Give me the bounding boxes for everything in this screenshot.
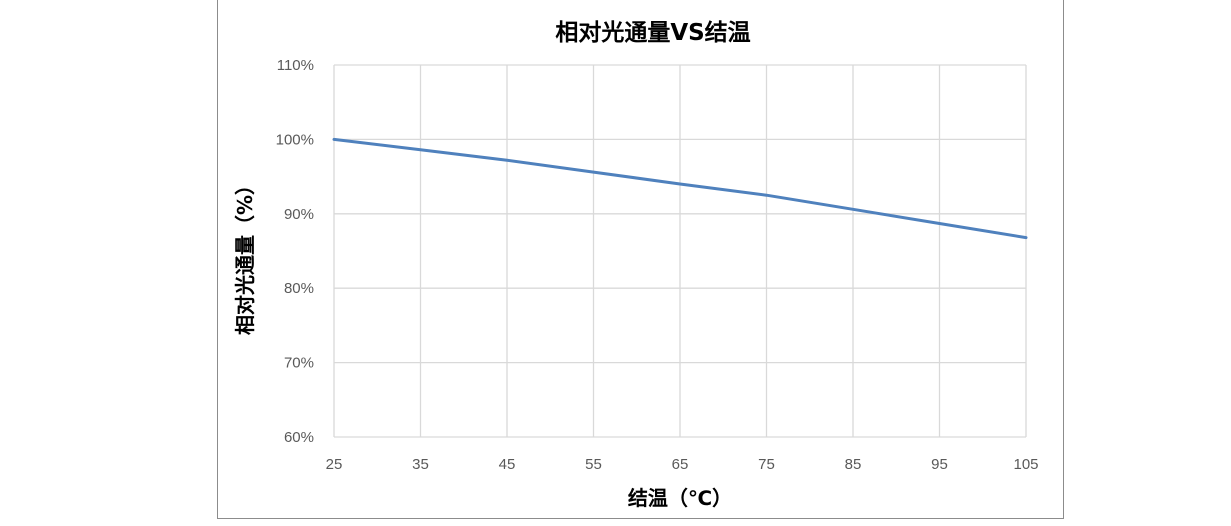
x-tick-label: 35 [412, 456, 429, 473]
chart-title: 相对光通量VS结温 [555, 20, 750, 46]
x-tick-label: 65 [672, 456, 689, 473]
series-line [332, 137, 1028, 240]
x-tick-label: 85 [845, 456, 862, 473]
chart-frame [217, 0, 1064, 519]
y-tick-label: 60% [284, 429, 314, 446]
tick-layer: 60% 70% 80% 90% 100% 110% 25 35 45 55 65 75 85 95 105 [276, 57, 1039, 473]
grid-layer [333, 64, 1027, 438]
y-tick-label: 110% [277, 57, 314, 74]
x-tick-label: 95 [931, 456, 948, 473]
x-tick-label: 75 [758, 456, 775, 473]
x-axis-label: 结温（℃） [628, 486, 732, 510]
x-tick-label: 25 [326, 456, 343, 473]
y-tick-label: 90% [284, 206, 314, 223]
y-tick-label: 100% [276, 131, 314, 148]
x-tick-label: 45 [499, 456, 516, 473]
x-tick-label: 55 [585, 456, 602, 473]
y-tick-label: 80% [284, 280, 314, 297]
y-tick-label: 70% [284, 355, 314, 372]
series-layer [332, 137, 1028, 240]
x-tick-label: 105 [1013, 456, 1038, 473]
y-axis-label: 相对光通量（%） [233, 175, 257, 335]
